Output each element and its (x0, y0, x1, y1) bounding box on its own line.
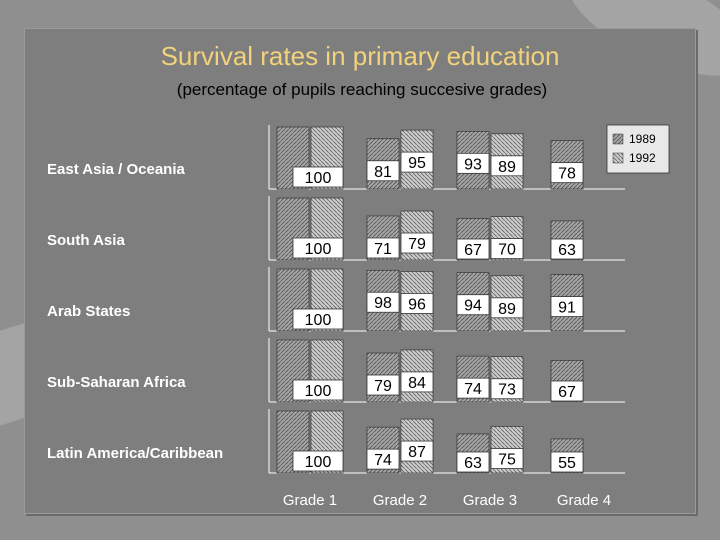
data-label: 75 (498, 452, 516, 469)
data-label-box (456, 152, 490, 174)
region-label: Sub-Saharan Africa (47, 374, 186, 391)
region-label: Latin America/Caribbean (47, 445, 223, 462)
x-tick-label: Grade 4 (557, 492, 611, 509)
legend: 1989 1992 (606, 124, 670, 174)
data-label: 67 (558, 384, 576, 401)
data-label: 93 (464, 156, 482, 173)
data-label: 100 (305, 170, 332, 187)
data-label: 55 (558, 455, 576, 472)
data-label-box (366, 448, 400, 470)
data-label-box (292, 379, 344, 401)
data-label-box (550, 380, 584, 402)
data-label: 79 (408, 236, 426, 253)
region-label: South Asia (47, 232, 125, 249)
data-label-box (292, 237, 344, 259)
data-label-box (366, 374, 400, 396)
data-label: 71 (374, 241, 392, 258)
data-label: 100 (305, 383, 332, 400)
chart: Survival rates in primary education (per… (47, 41, 670, 509)
chart-panels: East Asia / Oceania 100 81 95 93 89 78 South As… (47, 125, 625, 474)
data-label-box (400, 151, 434, 173)
data-label: 84 (408, 375, 426, 392)
data-label-box (366, 291, 400, 313)
data-label-box (400, 371, 434, 393)
x-axis-ticks: Grade 1 Grade 2 Grade 3 Grade 4 (283, 492, 611, 509)
legend-swatch-1989 (612, 133, 624, 145)
data-label: 96 (408, 296, 426, 313)
data-label-box (550, 296, 584, 317)
data-label: 67 (464, 242, 482, 259)
data-label: 91 (558, 300, 576, 317)
data-label-box (490, 297, 524, 319)
data-label-box (490, 378, 524, 400)
data-label: 89 (498, 159, 516, 176)
region-label: East Asia / Oceania (47, 161, 186, 178)
legend-label-1989: 1989 (629, 132, 656, 146)
data-label: 70 (498, 242, 516, 259)
legend-label-1992: 1992 (629, 151, 656, 165)
data-label: 81 (374, 164, 392, 181)
data-label: 78 (558, 166, 576, 183)
legend-box (606, 124, 670, 174)
data-label-box (456, 294, 490, 316)
data-label: 74 (464, 381, 482, 398)
data-label-box (292, 166, 344, 188)
data-label-box (490, 155, 524, 177)
data-label-box (490, 448, 524, 469)
data-label-box (366, 160, 400, 182)
chart-panel: Survival rates in primary education (per… (24, 28, 696, 514)
data-label-box (400, 232, 434, 254)
data-label: 100 (305, 241, 332, 258)
data-label-box (550, 451, 584, 473)
data-label-box (456, 451, 490, 473)
data-label: 94 (464, 298, 482, 315)
region-label: Arab States (47, 303, 130, 320)
data-label-box (490, 238, 524, 260)
chart-subtitle: (percentage of pupils reaching succesive… (177, 80, 547, 99)
data-label-box (400, 440, 434, 462)
data-label: 63 (558, 242, 576, 259)
x-tick-label: Grade 2 (373, 492, 427, 509)
data-label: 74 (374, 452, 392, 469)
chart-title: Survival rates in primary education (161, 41, 560, 71)
data-label: 100 (305, 312, 332, 329)
data-label: 100 (305, 454, 332, 471)
data-label-box (400, 293, 434, 314)
data-label: 89 (498, 301, 516, 318)
legend-swatch-1992 (612, 152, 624, 164)
x-tick-label: Grade 1 (283, 492, 337, 509)
data-label: 98 (374, 295, 392, 312)
data-label: 79 (374, 378, 392, 395)
data-label-box (292, 450, 344, 472)
x-tick-label: Grade 3 (463, 492, 517, 509)
data-label-box (456, 238, 490, 260)
data-label: 73 (498, 382, 516, 399)
data-label: 87 (408, 444, 426, 461)
data-label: 95 (408, 155, 426, 172)
data-label: 63 (464, 455, 482, 472)
data-label-box (366, 237, 400, 259)
data-label-box (550, 238, 584, 260)
data-label-box (550, 162, 584, 184)
data-label-box (456, 377, 490, 399)
data-label-box (292, 308, 344, 330)
